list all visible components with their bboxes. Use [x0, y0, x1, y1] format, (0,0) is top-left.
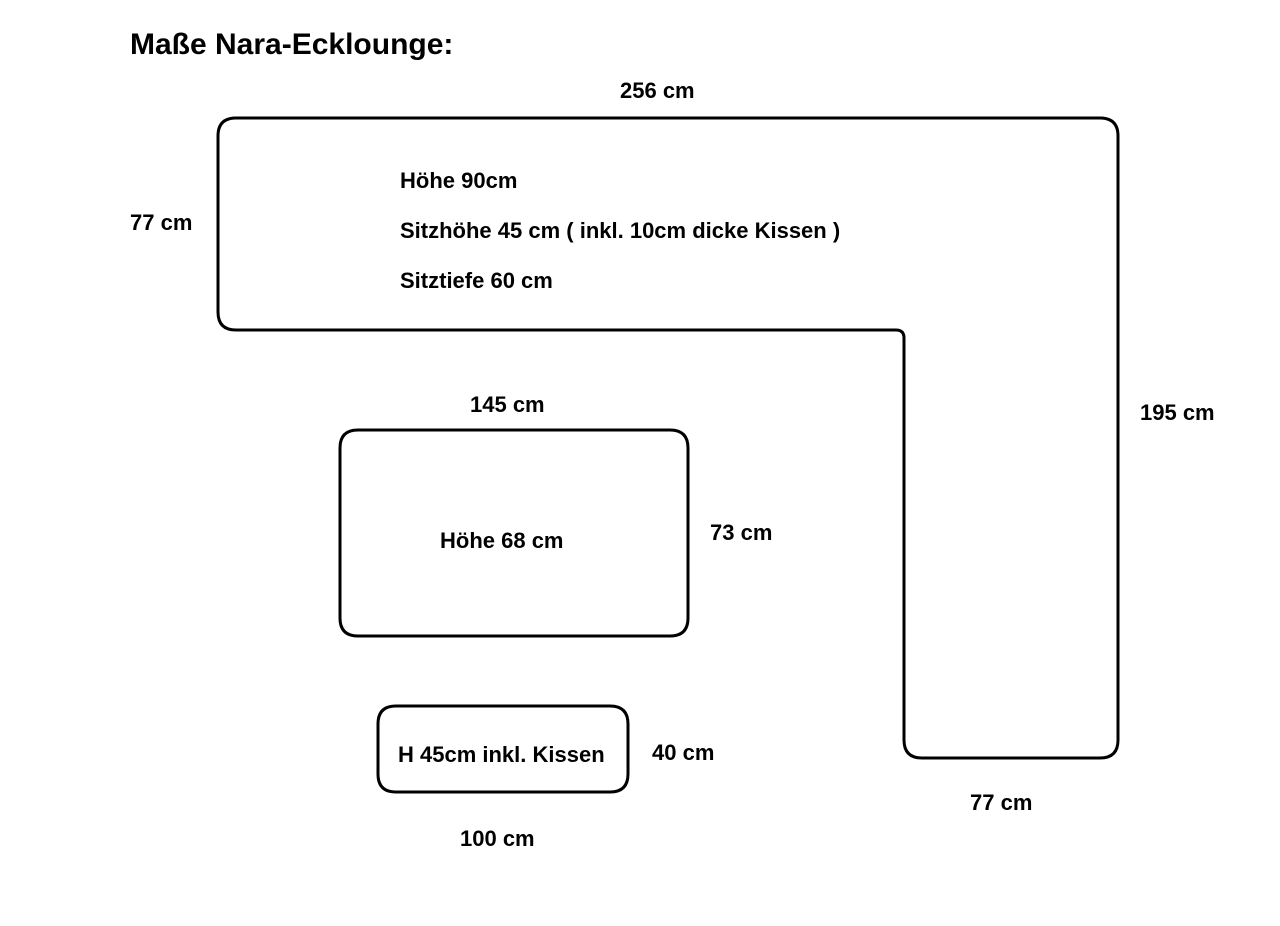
l-shape-dim-right: 195 cm: [1140, 400, 1215, 426]
l-shape-text-2: Sitztiefe 60 cm: [400, 268, 553, 294]
rect2-dim-right: 40 cm: [652, 740, 714, 766]
rect2-text-0: H 45cm inkl. Kissen: [398, 742, 605, 768]
l-shape-text-0: Höhe 90cm: [400, 168, 517, 194]
l-shape-text-1: Sitzhöhe 45 cm ( inkl. 10cm dicke Kissen…: [400, 218, 840, 244]
diagram-canvas: Maße Nara-Ecklounge: 256 cm77 cm195 cm77…: [0, 0, 1280, 926]
l-shape-dim-top: 256 cm: [620, 78, 695, 104]
l-shape-dim-bottom: 77 cm: [970, 790, 1032, 816]
shapes-svg: [0, 0, 1280, 926]
rect1-dim-right: 73 cm: [710, 520, 772, 546]
rect1-dim-top: 145 cm: [470, 392, 545, 418]
l-shape-outline: [218, 118, 1118, 758]
rect1-text-0: Höhe 68 cm: [440, 528, 564, 554]
l-shape-dim-left: 77 cm: [130, 210, 192, 236]
rect2-dim-bottom: 100 cm: [460, 826, 535, 852]
